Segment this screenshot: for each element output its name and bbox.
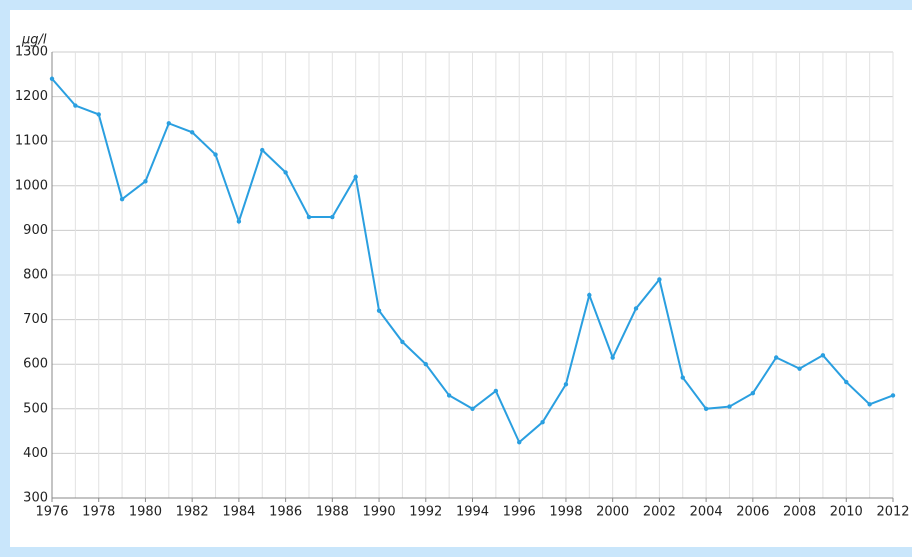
data-point xyxy=(493,388,499,394)
data-point xyxy=(446,393,452,398)
data-point xyxy=(96,112,101,117)
x-tick-label: 1980 xyxy=(129,505,162,520)
y-tick-label: 900 xyxy=(23,223,48,238)
data-point xyxy=(587,292,592,298)
y-tick-label: 800 xyxy=(23,268,48,283)
x-tick-label: 1986 xyxy=(269,505,302,520)
x-tick-label: 1976 xyxy=(35,505,68,520)
x-tick-label: 1978 xyxy=(82,505,115,520)
data-point xyxy=(820,353,826,358)
data-point xyxy=(517,440,522,445)
y-tick-label: 1000 xyxy=(15,178,48,193)
x-tick-label: 1992 xyxy=(409,505,442,520)
data-point xyxy=(400,339,405,345)
data-point xyxy=(119,196,125,202)
data-point xyxy=(797,366,802,371)
x-tick-label: 2012 xyxy=(876,505,909,520)
data-point xyxy=(610,355,615,360)
data-point xyxy=(540,419,545,425)
data-point xyxy=(657,277,662,282)
y-axis-label: μg/l xyxy=(21,33,47,48)
x-tick-label: 2006 xyxy=(736,505,769,520)
y-tick-label: 500 xyxy=(23,401,48,416)
data-point xyxy=(750,390,756,396)
data-point xyxy=(890,393,896,398)
y-tick-label: 600 xyxy=(23,357,48,372)
x-tick-label: 2002 xyxy=(643,505,676,520)
data-point xyxy=(143,179,148,184)
x-tick-label: 1990 xyxy=(363,505,396,520)
y-tick-label: 1200 xyxy=(15,89,48,104)
x-tick-label: 2010 xyxy=(830,505,863,520)
data-point xyxy=(49,76,55,81)
data-point xyxy=(703,406,709,411)
data-point xyxy=(680,375,685,380)
chart: μg/l 300 400 500 600 700 800 900 1000 1100 1200 13… xyxy=(10,10,912,547)
data-point xyxy=(727,404,732,409)
y-tick-label: 300 xyxy=(23,491,48,506)
data-point xyxy=(306,214,312,220)
x-tick-label: 1988 xyxy=(316,505,349,520)
data-point xyxy=(563,382,569,387)
x-tick-label: 1994 xyxy=(456,505,489,520)
data-point xyxy=(376,308,382,313)
data-point xyxy=(470,406,475,411)
y-tick-label: 1100 xyxy=(15,134,48,149)
data-point xyxy=(353,174,358,180)
data-point xyxy=(330,214,335,220)
x-tick-label: 1982 xyxy=(176,505,209,520)
data-point xyxy=(213,152,218,157)
y-tick-label: 1300 xyxy=(15,45,48,60)
data-point xyxy=(633,306,639,311)
x-tick-label: 1984 xyxy=(222,505,255,520)
x-tick-label: 2008 xyxy=(783,505,816,520)
y-tick-label: 700 xyxy=(23,312,48,327)
x-tick-label: 1996 xyxy=(503,505,536,520)
x-tick-label: 1998 xyxy=(549,505,582,520)
data-point xyxy=(283,170,288,175)
x-tick-label: 2000 xyxy=(596,505,629,520)
x-tick-label: 2004 xyxy=(690,505,723,520)
data-point xyxy=(773,355,779,360)
data-point xyxy=(236,219,242,224)
data-point xyxy=(844,379,849,385)
data-point xyxy=(73,103,78,108)
data-point xyxy=(189,130,195,135)
y-tick-label: 400 xyxy=(23,446,48,461)
data-point xyxy=(423,362,428,367)
data-point xyxy=(260,147,265,153)
data-point xyxy=(867,402,872,407)
data-point xyxy=(166,121,172,126)
